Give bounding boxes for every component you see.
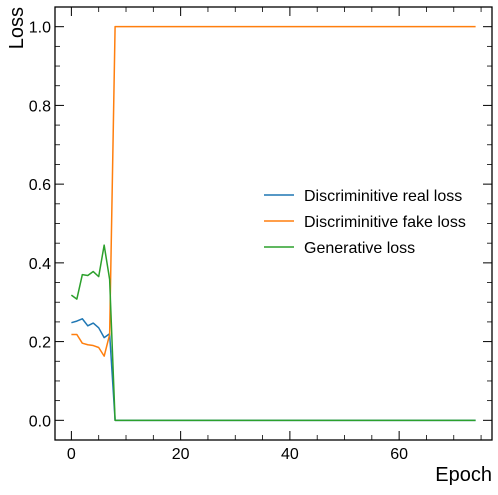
- x-tick-label: 20: [172, 446, 190, 463]
- y-tick-label: 0.0: [29, 413, 51, 430]
- x-tick-label: 40: [281, 446, 299, 463]
- y-tick-label: 1.0: [29, 20, 51, 37]
- legend: Discriminitive real loss Discriminitive f…: [264, 188, 466, 257]
- legend-label: Generative loss: [304, 240, 415, 257]
- plot-area: [55, 7, 492, 440]
- legend-label: Discriminitive real loss: [304, 188, 462, 205]
- y-axis-label: Loss: [6, 7, 28, 49]
- y-tick-label: 0.6: [29, 177, 51, 194]
- series-layer: [70, 25, 476, 422]
- x-axis-label: Epoch: [435, 464, 492, 486]
- x-tick-label: 60: [390, 446, 408, 463]
- x-tick-label: 0: [67, 446, 76, 463]
- series-line-2: [71, 25, 476, 357]
- y-tick-label: 0.4: [29, 256, 51, 273]
- y-tick-label: 0.2: [29, 335, 51, 352]
- tick-layer: 0 20 40 60 0.0 0.2 0.4 0.6 0.8 1.0: [29, 6, 492, 463]
- y-tick-label: 0.8: [29, 98, 51, 115]
- plot-frame: [54, 6, 493, 441]
- legend-label: Discriminitive fake loss: [304, 214, 466, 231]
- series-line-3: [70, 244, 476, 422]
